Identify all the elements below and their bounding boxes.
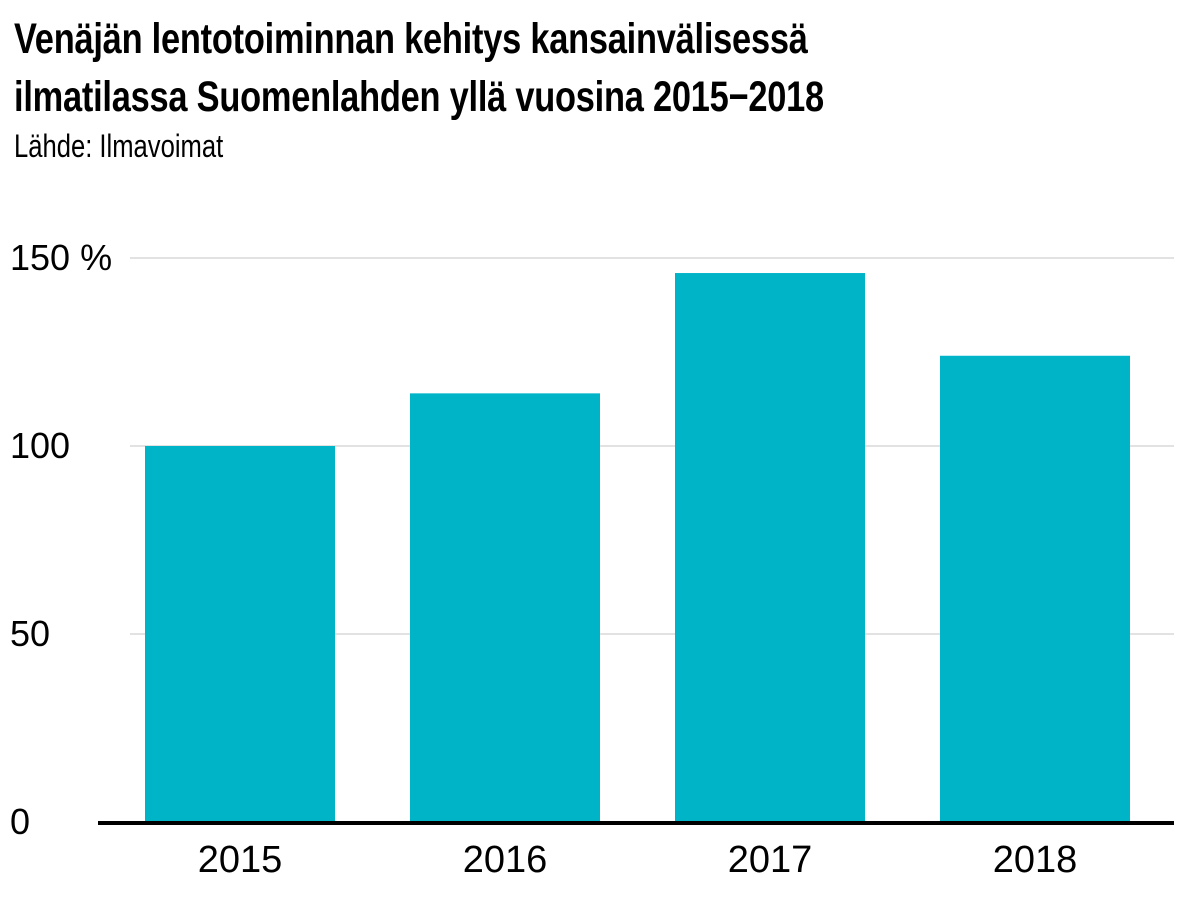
chart-source: Lähde: Ilmavoimat — [14, 128, 224, 164]
y-tick-label-150: 150 % — [10, 237, 112, 278]
x-tick-label-2016: 2016 — [463, 839, 548, 881]
bar-2015 — [145, 446, 335, 822]
bar-2018 — [940, 355, 1130, 822]
bar-2017 — [675, 273, 865, 822]
bar-2016 — [410, 393, 600, 822]
y-tick-label-100: 100 — [10, 425, 70, 466]
y-tick-label-50: 50 — [10, 613, 50, 654]
x-tick-label-2018: 2018 — [993, 839, 1078, 881]
x-tick-label-2015: 2015 — [198, 839, 283, 881]
chart-title-line-2: ilmatilassa Suomenlahden yllä vuosina 20… — [14, 73, 824, 121]
x-tick-label-2017: 2017 — [728, 839, 813, 881]
chart-header: Venäjän lentotoiminnan kehitys kansainvä… — [14, 10, 1118, 166]
x-axis-tick-labels: 2015 2016 2017 2018 — [198, 839, 1078, 881]
chart-title-line-1: Venäjän lentotoiminnan kehitys kansainvä… — [14, 15, 808, 63]
y-axis-tick-labels: 0 50 100 150 % — [10, 237, 112, 842]
y-tick-label-0: 0 — [10, 801, 30, 842]
bars — [145, 273, 1130, 822]
